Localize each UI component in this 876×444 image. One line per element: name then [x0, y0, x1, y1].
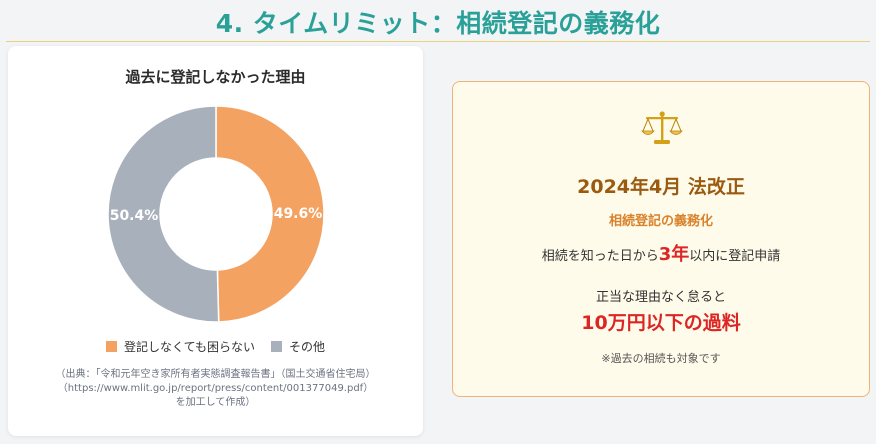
title-divider — [6, 41, 870, 42]
source-line: を加工して作成） — [175, 397, 256, 408]
retroactive-note: ※過去の相続も対象です — [601, 352, 721, 365]
source-line: （出典：「令和元年空き家所有者実態調査報告書」（国土交通省住宅局） — [55, 369, 376, 380]
deadline-years: 3年 — [658, 244, 690, 265]
donut-slice-1[interactable] — [107, 105, 220, 323]
chart-title: 過去に登記しなかった理由 — [125, 68, 306, 86]
legend-swatch — [271, 341, 283, 352]
slice-label-0: 49.6% — [274, 206, 323, 222]
legend-swatch — [105, 341, 117, 352]
scale-icon — [641, 111, 683, 144]
slice-label-1: 50.4% — [110, 208, 159, 224]
deadline-pre: 相続を知った日から — [541, 249, 659, 264]
law-reform-card: 2024年4月 法改正 相続登記の義務化 相続を知った日から3年以内に登記申請 … — [452, 81, 870, 397]
legend-item-no-trouble[interactable]: 登記しなくても困らない — [105, 338, 256, 355]
law-title: 2024年4月 法改正 — [577, 176, 745, 198]
deadline-text: 相続を知った日から3年以内に登記申請 — [453, 240, 869, 266]
law-subtitle: 相続登記の義務化 — [608, 214, 713, 229]
deadline-post: 以内に登記申請 — [689, 249, 781, 264]
source-note: （出典：「令和元年空き家所有者実態調査報告書」（国土交通省住宅局） （https… — [8, 368, 423, 410]
penalty-text: 10万円以下の過料 — [581, 312, 741, 334]
neglect-text: 正当な理由なく怠ると — [595, 290, 726, 305]
page-title: 4. タイムリミット：相続登記の義務化 — [215, 9, 661, 38]
legend-label: その他 — [289, 340, 326, 354]
donut-slice-0[interactable] — [215, 105, 325, 323]
legend-item-other[interactable]: その他 — [271, 338, 325, 355]
chart-card: 過去に登記しなかった理由 49.6% 50.4% 登記しなくても困らない その他 … — [8, 46, 423, 436]
legend-label: 登記しなくても困らない — [123, 340, 256, 354]
donut-chart: 49.6% 50.4% — [107, 105, 325, 323]
chart-legend: 登記しなくても困らない その他 — [8, 338, 423, 355]
source-line: （https://www.mlit.go.jp/report/press/con… — [57, 383, 374, 394]
